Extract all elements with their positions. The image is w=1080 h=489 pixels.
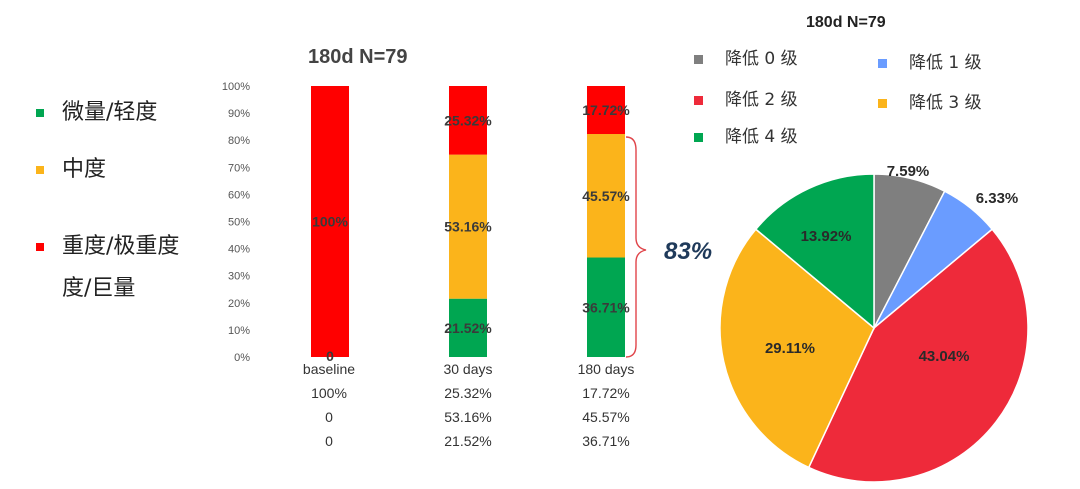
table-cell: 45.57%	[582, 409, 630, 425]
bar-segment	[449, 154, 487, 299]
bar-segment	[587, 86, 625, 135]
bar-segment	[449, 86, 487, 155]
table-cell: 0	[325, 433, 333, 449]
legend-item-moderate: 中度	[36, 151, 106, 183]
y-tick-label: 20%	[228, 298, 250, 310]
category-label-180-days: 180 days	[577, 361, 635, 377]
y-tick-label: 70%	[228, 162, 250, 174]
bar-data-label: 0	[326, 348, 334, 364]
bar-chart-title: 180d N=79	[308, 46, 408, 68]
bar-data-label: 36.71%	[582, 299, 630, 315]
table-cell: 21.52%	[444, 433, 492, 449]
pie-slice-label: 13.92%	[801, 228, 852, 245]
table-cell: 0	[325, 409, 333, 425]
bracket-83	[625, 136, 647, 358]
pie-legend-swatch	[694, 54, 703, 64]
pie-legend-label: 降低 0 级	[725, 49, 798, 69]
table-cell: 100%	[311, 385, 347, 401]
pie-slice	[754, 173, 875, 330]
category-label-30-days: 30 days	[443, 361, 493, 377]
table-cell: 17.72%	[582, 385, 630, 401]
y-tick-label: 40%	[228, 244, 250, 256]
table-cell: 25.32%	[444, 385, 492, 401]
bar-data-label: 100%	[312, 214, 348, 230]
table-cell: 36.71%	[582, 433, 630, 449]
legend-item-severe: 重度/极重度	[36, 228, 179, 260]
pie-legend-label: 降低 3 级	[909, 93, 982, 113]
bar-segment	[587, 257, 625, 357]
legend-label-severe-line2: 度/巨量	[62, 276, 136, 301]
table-cell: 53.16%	[444, 409, 492, 425]
pie-slice	[719, 228, 875, 469]
pie-legend-label: 降低 1 级	[909, 53, 982, 73]
pie-legend-item: 降低 1 级	[878, 48, 982, 73]
y-tick-label: 10%	[228, 325, 250, 337]
y-tick-label: 30%	[228, 271, 250, 283]
legend-swatch-yellow	[36, 166, 44, 174]
y-tick-label: 90%	[228, 108, 250, 120]
bar-data-label: 17.72%	[582, 102, 630, 118]
pie-chart-title: 180d N=79	[806, 14, 886, 31]
pie-slice-label: 6.33%	[976, 190, 1019, 207]
legend-swatch-red	[36, 243, 44, 251]
legend-label-moderate: 中度	[62, 157, 107, 182]
y-tick-label: 100%	[222, 81, 250, 93]
pie-legend-item: 降低 4 级	[694, 122, 798, 147]
y-tick-label: 80%	[228, 135, 250, 147]
y-tick-label: 50%	[228, 217, 250, 229]
legend-item-mild: 微量/轻度	[36, 94, 157, 126]
pie-slice	[807, 228, 1029, 483]
bar-segment	[587, 134, 625, 258]
bar-segment	[449, 298, 487, 357]
pie-slice-label: 43.04%	[919, 348, 970, 365]
bar-data-label: 53.16%	[444, 219, 492, 235]
annotation-83-percent: 83%	[664, 238, 713, 265]
bar-data-label: 45.57%	[582, 188, 630, 204]
pie-legend-swatch	[878, 58, 887, 68]
category-label-baseline: baseline	[302, 361, 356, 377]
pie-legend-item: 降低 0 级	[694, 44, 798, 69]
bar-data-label: 25.32%	[444, 112, 492, 128]
pie-legend-label: 降低 4 级	[725, 127, 798, 147]
pie-slice-label: 29.11%	[765, 340, 815, 357]
bar-data-label: 21.52%	[444, 320, 492, 336]
y-tick-label: 60%	[228, 189, 250, 201]
pie-legend-swatch	[694, 132, 703, 142]
pie-legend-item: 降低 3 级	[878, 88, 982, 113]
pie-legend-swatch	[878, 98, 887, 108]
pie-legend-item: 降低 2 级	[694, 85, 798, 110]
pie-legend-swatch	[694, 95, 703, 105]
pie-legend-label: 降低 2 级	[725, 90, 798, 110]
legend-swatch-green	[36, 109, 44, 117]
pie-slice-label: 7.59%	[887, 163, 930, 180]
y-tick-label: 0%	[234, 352, 250, 364]
bar-segment	[311, 86, 349, 357]
legend-label-mild: 微量/轻度	[62, 100, 158, 125]
legend-label-severe-line1: 重度/极重度	[62, 234, 180, 259]
